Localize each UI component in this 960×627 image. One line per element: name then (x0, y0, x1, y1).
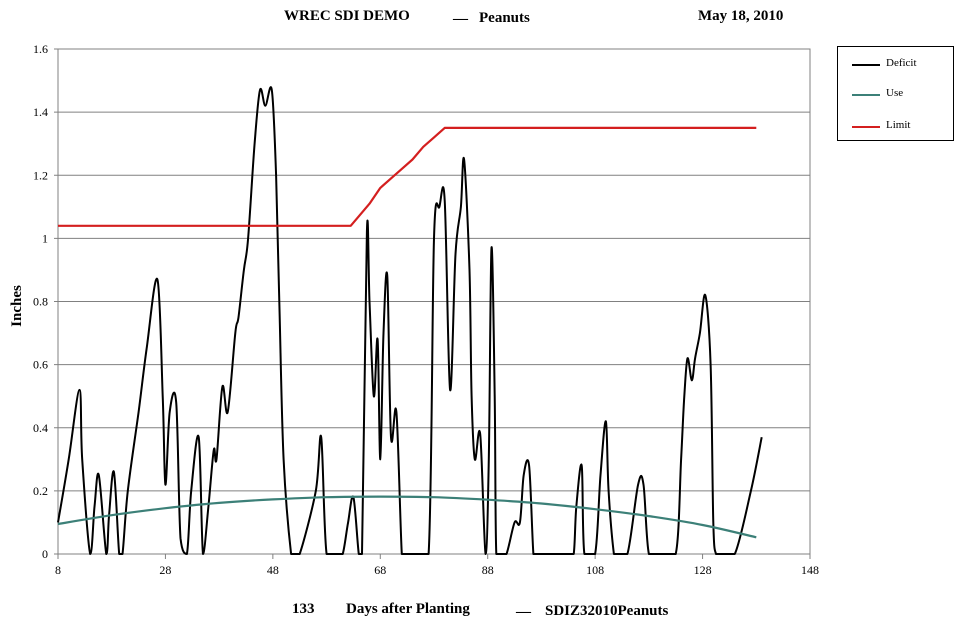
legend-swatch-use (852, 94, 880, 96)
x-tick-label-6: 128 (694, 563, 712, 577)
legend: Deficit Use Limit (837, 46, 954, 141)
y-tick-label-4: 0.8 (33, 295, 48, 309)
x-axis-label: Days after Planting (346, 601, 470, 618)
gridlines (58, 49, 810, 554)
legend-item-limit: Limit (838, 117, 955, 137)
legend-label-deficit: Deficit (886, 57, 917, 69)
y-tick-label-7: 1.4 (33, 105, 48, 119)
series-lines (58, 87, 762, 554)
file-name: SDIZ32010Peanuts (545, 603, 668, 620)
y-tick-label-2: 0.4 (33, 421, 48, 435)
x-tick-label-1: 28 (159, 563, 171, 577)
y-axis-label: Inches (9, 285, 25, 327)
series-line-use (58, 497, 756, 538)
legend-item-deficit: Deficit (838, 55, 955, 75)
x-tick-label-4: 88 (482, 563, 494, 577)
x-tick-label-7: 148 (801, 563, 819, 577)
y-tick-label-5: 1 (42, 231, 48, 245)
x-tick-label-3: 68 (374, 563, 386, 577)
series-line-deficit (58, 87, 762, 554)
y-tick-label-8: 1.6 (33, 42, 48, 56)
legend-swatch-limit (852, 126, 880, 128)
x-tick-label-0: 8 (55, 563, 61, 577)
x-tick-label-5: 108 (586, 563, 604, 577)
legend-label-use: Use (886, 87, 903, 99)
y-tick-label-1: 0.2 (33, 484, 48, 498)
days-count: 133 (292, 601, 315, 618)
y-tick-label-0: 0 (42, 547, 48, 561)
legend-label-limit: Limit (886, 119, 910, 131)
footer-separator: __ (516, 599, 531, 616)
legend-swatch-deficit (852, 64, 880, 66)
y-tick-label-6: 1.2 (33, 168, 48, 182)
legend-item-use: Use (838, 85, 955, 105)
series-line-limit (58, 128, 756, 226)
y-tick-label-3: 0.6 (33, 358, 48, 372)
x-tick-label-2: 48 (267, 563, 279, 577)
